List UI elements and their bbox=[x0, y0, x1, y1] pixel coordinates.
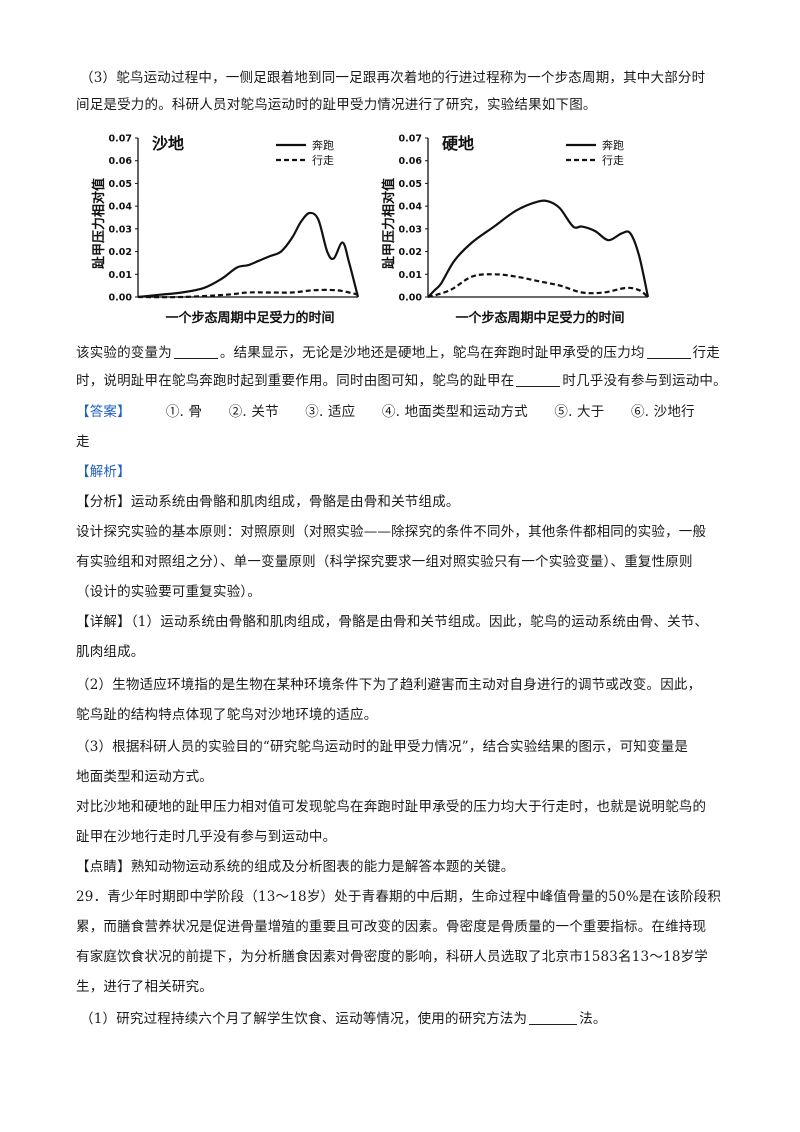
y-tick-label: 0.03 bbox=[399, 224, 422, 235]
legend-label-walk: 行走 bbox=[312, 154, 334, 167]
answer-blank-q29[interactable] bbox=[529, 1010, 578, 1025]
series-line-walk bbox=[427, 273, 649, 299]
y-tick-label: 0.03 bbox=[109, 224, 132, 235]
answer-item-1: ①. 骨 bbox=[165, 404, 203, 420]
y-axis-label: 趾甲压力相对值 bbox=[91, 178, 107, 269]
x-axis-label: 一个步态周期中足受力的时间 bbox=[455, 310, 624, 326]
legend-label-walk: 行走 bbox=[602, 154, 624, 167]
answer-item-5: ⑤. 大于 bbox=[554, 404, 605, 420]
fenxi-text: 运动系统由骨骼和肌肉组成，骨骼是由骨和关节组成。 bbox=[130, 494, 460, 510]
answer-blank-1[interactable] bbox=[173, 344, 218, 359]
fenxi-line: 【分析】运动系统由骨骼和肌肉组成，骨骼是由骨和关节组成。 bbox=[76, 492, 736, 512]
q29-line-1: 29．青少年时期即中学阶段（13～18岁）处于青春期的中后期，生命过程中峰值骨量… bbox=[76, 889, 722, 905]
y-tick-label: 0.05 bbox=[109, 179, 132, 190]
question-line-2: 时，说明趾甲在鸵鸟奔跑时起到重要作用。同时由图可知，鸵鸟的趾甲在 时几乎没有参与到… bbox=[76, 371, 736, 391]
fenxi-label: 【分析】 bbox=[76, 494, 131, 510]
legend-label-run: 奔跑 bbox=[602, 138, 624, 152]
y-tick-label: 0.01 bbox=[109, 270, 132, 281]
q29-sub-1: （1）研究过程持续六个月了解学生饮食、运动等情况，使用的研究方法为 法。 bbox=[80, 1009, 740, 1029]
detail-line-5: （3）根据科研人员的实验目的“研究鸵鸟运动时的趾甲受力情况”，结合实验结果的图示… bbox=[76, 739, 689, 755]
y-tick-label: 0.02 bbox=[399, 247, 422, 258]
y-tick-label: 0.05 bbox=[399, 179, 422, 190]
dianjing-text: 熟知动物运动系统的组成及分析图表的能力是解答本题的关键。 bbox=[130, 859, 515, 875]
question-text: 。结果显示，无论是沙地还是硬地上，鸵鸟在奔跑时趾甲承受的压力均 bbox=[219, 345, 645, 361]
answer-item-3: ③. 适应 bbox=[305, 404, 356, 420]
question-text: 行走 bbox=[692, 345, 721, 361]
answer-item-6: ⑥. 沙地行 bbox=[630, 404, 695, 420]
q29-sub-text: （1）研究过程持续六个月了解学生饮食、运动等情况，使用的研究方法为 bbox=[80, 1011, 528, 1027]
y-axis-label: 趾甲压力相对值 bbox=[381, 178, 397, 269]
detail-text: （1）运动系统由骨骼和肌肉组成，骨骼是由骨和关节组成。因此，鸵鸟的运动系统由骨、… bbox=[130, 614, 709, 630]
q29-line-4: 生，进行了相关研究。 bbox=[76, 979, 213, 995]
detail-line-7: 对比沙地和硬地的趾甲压力相对值可发现鸵鸟在奔跑时趾甲承受的压力均大于行走时，也就… bbox=[76, 799, 707, 815]
dianjing-line: 【点睛】熟知动物运动系统的组成及分析图表的能力是解答本题的关键。 bbox=[76, 857, 736, 877]
series-line-run bbox=[427, 199, 650, 298]
y-tick-label: 0.04 bbox=[109, 202, 133, 213]
detail-line-2: 肌肉组成。 bbox=[76, 644, 145, 660]
question-line-1: 该实验的变量为 。结果显示，无论是沙地还是硬地上，鸵鸟在奔跑时趾甲承受的压力均 行走 bbox=[76, 343, 736, 363]
detail-line-3: （2）生物适应环境指的是生物在某种环境条件下为了趋利避害而主动对自身进行的调节或… bbox=[76, 677, 702, 693]
y-tick-label: 0.00 bbox=[109, 293, 133, 304]
dianjing-label: 【点睛】 bbox=[76, 859, 131, 875]
intro-line-2: 间足是受力的。科研人员对鸵鸟运动时的趾甲受力情况进行了研究，实验结果如下图。 bbox=[76, 97, 597, 113]
y-tick-label: 0.01 bbox=[399, 270, 422, 281]
detail-line-1: 【详解】（1）运动系统由骨骼和肌肉组成，骨骼是由骨和关节组成。因此，鸵鸟的运动系… bbox=[76, 612, 736, 632]
question-text: 时几乎没有参与到运动中。 bbox=[562, 373, 727, 389]
intro-line-1: （3）鸵鸟运动过程中，一侧足跟着地到同一足跟再次着地的行进过程称为一个步态周期，… bbox=[80, 70, 706, 86]
y-tick-label: 0.00 bbox=[399, 293, 423, 304]
answer-tail: 走 bbox=[76, 434, 90, 450]
q29-line-2: 累，而膳食营养状况是促进骨量增殖的重要且可改变的因素。骨密度是骨质量的一个重要指… bbox=[76, 919, 707, 935]
y-tick-label: 0.07 bbox=[399, 134, 422, 145]
analysis-label: 【解析】 bbox=[76, 464, 131, 480]
question-text: 该实验的变量为 bbox=[76, 345, 172, 361]
chart-hard: 0.07 0.06 0.05 0.04 0.03 0.02 0.01 0.00 趾甲压力相对值一… bbox=[381, 134, 650, 326]
answer-blank-2[interactable] bbox=[646, 344, 691, 359]
principle-line-2: 有实验组和对照组之分）、单一变量原则（科学探究要求一组对照实验只有一个实验变量）… bbox=[76, 554, 693, 570]
answer-blank-3[interactable] bbox=[516, 372, 561, 387]
answer-item-4: ④. 地面类型和运动方式 bbox=[381, 404, 528, 420]
q29-sub-text: 法。 bbox=[579, 1011, 607, 1027]
y-tick-label: 0.02 bbox=[109, 247, 132, 258]
charts-figure: 0.07 0.06 0.05 0.04 0.03 0.02 0.01 0.00 趾甲压力相对值一… bbox=[80, 120, 680, 330]
principle-line-3: （设计的实验要可重复实验）。 bbox=[76, 584, 262, 600]
panel-title: 硬地 bbox=[442, 134, 474, 153]
answer-line: 【答案】 ①. 骨 ②. 关节 ③. 适应 ④. 地面类型和运动方式 ⑤. 大于… bbox=[76, 402, 736, 422]
y-tick-label: 0.06 bbox=[399, 156, 423, 167]
chart-sand: 0.07 0.06 0.05 0.04 0.03 0.02 0.01 0.00 趾甲压力相对值一… bbox=[91, 134, 360, 326]
legend-label-run: 奔跑 bbox=[312, 138, 334, 152]
answer-label: 【答案】 bbox=[76, 404, 131, 420]
principle-line-1: 设计探究实验的基本原则：对照原则（对照实验——除探究的条件不同外，其他条件都相同… bbox=[76, 524, 707, 540]
y-tick-label: 0.04 bbox=[399, 202, 423, 213]
series-line-run bbox=[137, 211, 360, 299]
detail-line-8: 趾甲在沙地行走时几乎没有参与到运动中。 bbox=[76, 829, 337, 845]
answer-item-2: ②. 关节 bbox=[228, 404, 279, 420]
xiangjie-label: 【详解】 bbox=[76, 614, 131, 630]
question-text: 时，说明趾甲在鸵鸟奔跑时起到重要作用。同时由图可知，鸵鸟的趾甲在 bbox=[76, 373, 515, 389]
detail-line-6: 地面类型和运动方式。 bbox=[76, 769, 213, 785]
panel-title: 沙地 bbox=[152, 134, 184, 153]
series-line-walk bbox=[137, 288, 359, 299]
y-tick-label: 0.07 bbox=[109, 134, 132, 145]
q29-line-3: 有家庭饮食状况的前提下，为分析膳食因素对骨密度的影响，科研人员选取了北京市158… bbox=[76, 949, 709, 965]
x-axis-label: 一个步态周期中足受力的时间 bbox=[165, 310, 334, 326]
detail-line-4: 鸵鸟趾的结构特点体现了鸵鸟对沙地环境的适应。 bbox=[76, 707, 378, 723]
y-tick-label: 0.06 bbox=[109, 156, 133, 167]
